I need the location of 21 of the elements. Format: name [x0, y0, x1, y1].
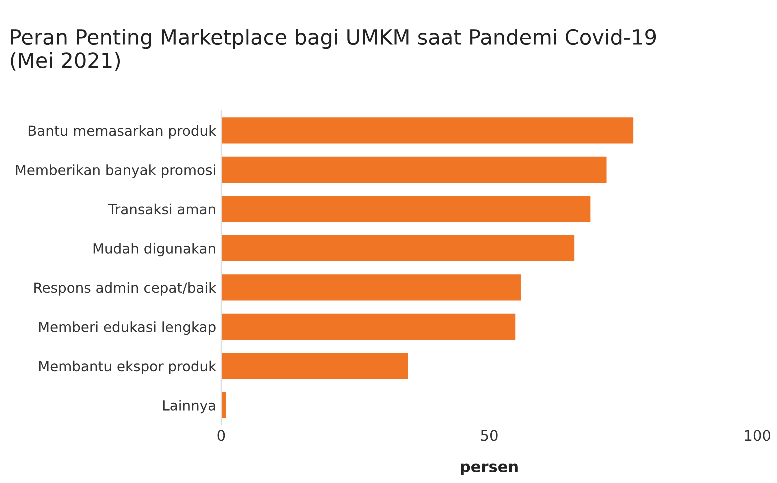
y-tick-label: Membantu ekspor produk: [39, 360, 217, 374]
y-tick-label: Respons admin cepat/baik: [34, 282, 217, 296]
y-tick-label: Transaksi aman: [108, 204, 216, 215]
bar: [221, 352, 410, 381]
bar: [221, 273, 522, 302]
bar: [221, 312, 518, 342]
bar: [221, 156, 608, 184]
bar: [221, 390, 228, 420]
bar: [221, 194, 592, 224]
x-tick-label: 0: [218, 430, 226, 442]
y-tick-label: Bantu memasarkan produk: [28, 125, 217, 139]
bar: [221, 116, 635, 146]
x-axis-title: persen: [461, 464, 518, 476]
y-tick-label: Memberikan banyak promosi: [16, 164, 216, 178]
y-tick-label: Mudah digunakan: [94, 243, 216, 257]
x-tick-label: 100: [745, 430, 771, 442]
y-tick-label: Lainnya: [164, 400, 216, 414]
x-tick-label: 50: [481, 430, 498, 442]
y-tick-label: Memberi edukasi lengkap: [39, 322, 216, 336]
bar: [221, 234, 576, 263]
chart-title: Peran Penting Marketplace bagi UMKM saat Pandemi Covid-19 (Mei 2021): [11, 28, 656, 71]
